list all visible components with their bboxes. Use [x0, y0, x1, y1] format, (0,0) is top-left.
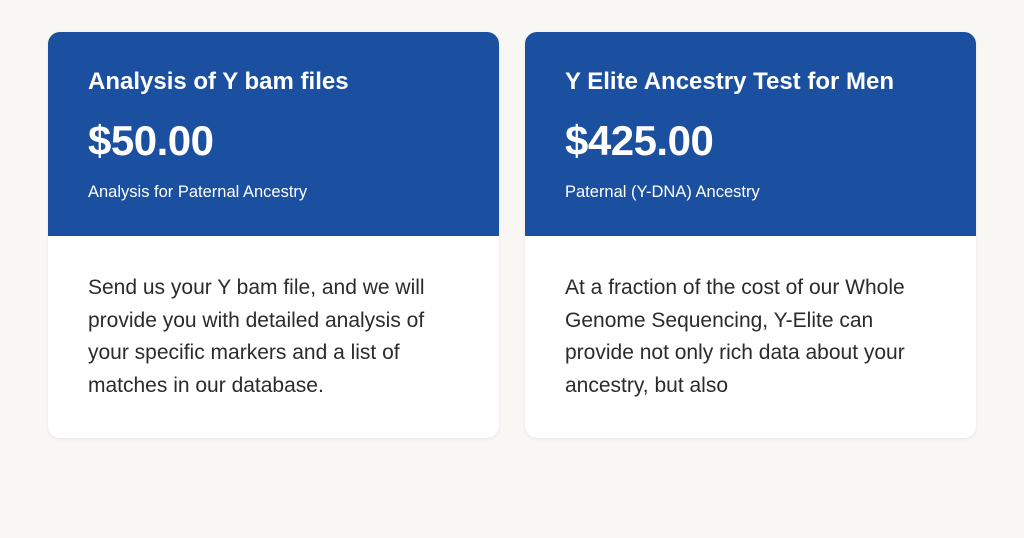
product-cards-container: Analysis of Y bam files $50.00 Analysis … — [0, 0, 1024, 438]
card-body: At a fraction of the cost of our Whole G… — [525, 236, 976, 438]
card-subtitle: Paternal (Y-DNA) Ancestry — [565, 183, 936, 202]
card-price: $425.00 — [565, 117, 936, 165]
card-header: Analysis of Y bam files $50.00 Analysis … — [48, 32, 499, 236]
product-card[interactable]: Analysis of Y bam files $50.00 Analysis … — [48, 32, 499, 438]
card-title: Analysis of Y bam files — [88, 66, 459, 97]
card-subtitle: Analysis for Paternal Ancestry — [88, 183, 459, 202]
card-price: $50.00 — [88, 117, 459, 165]
card-title: Y Elite Ancestry Test for Men — [565, 66, 936, 97]
card-header: Y Elite Ancestry Test for Men $425.00 Pa… — [525, 32, 976, 236]
product-card[interactable]: Y Elite Ancestry Test for Men $425.00 Pa… — [525, 32, 976, 438]
card-body: Send us your Y bam file, and we will pro… — [48, 236, 499, 438]
